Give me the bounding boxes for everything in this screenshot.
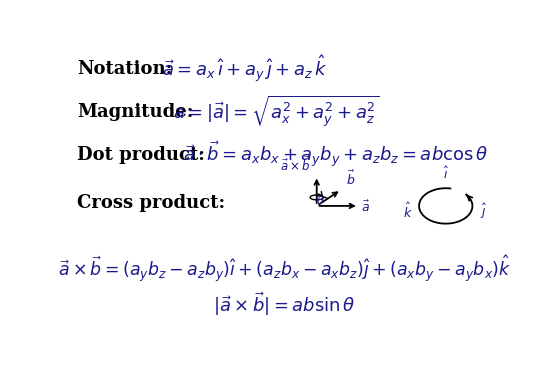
Text: $\vec{a}\cdot\vec{b} = a_x b_x + a_y b_y + a_z b_z = ab\cos\theta$: $\vec{a}\cdot\vec{b} = a_x b_x + a_y b_y… xyxy=(183,139,489,170)
Text: $\hat{\imath}$: $\hat{\imath}$ xyxy=(443,166,448,182)
Text: $\vec{a} = a_x\,\hat{\imath} + a_y\,\hat{\jmath} + a_z\,\hat{k}$: $\vec{a} = a_x\,\hat{\imath} + a_y\,\hat… xyxy=(162,53,327,84)
Text: $\vec{a} \times \vec{b}$: $\vec{a} \times \vec{b}$ xyxy=(280,156,311,174)
Text: $\theta$: $\theta$ xyxy=(316,194,325,206)
Text: $a = |\vec{a}| = \sqrt{a_x^2 + a_y^2 + a_z^2}$: $a = |\vec{a}| = \sqrt{a_x^2 + a_y^2 + a… xyxy=(173,94,379,129)
Text: Dot product:: Dot product: xyxy=(77,145,205,164)
Text: Notation:: Notation: xyxy=(77,60,173,78)
Text: Magnitude:: Magnitude: xyxy=(77,103,194,121)
Text: Cross product:: Cross product: xyxy=(77,194,225,212)
Text: $\vec{b}$: $\vec{b}$ xyxy=(346,170,356,188)
Text: $\vec{a}$: $\vec{a}$ xyxy=(361,200,371,215)
Text: $\hat{k}$: $\hat{k}$ xyxy=(403,202,412,221)
Text: $|\vec{a}\times\vec{b}| = ab\sin\theta$: $|\vec{a}\times\vec{b}| = ab\sin\theta$ xyxy=(213,290,356,318)
Text: $\hat{\jmath}$: $\hat{\jmath}$ xyxy=(480,202,487,221)
Text: $\vec{a}\times\vec{b} = (a_y b_z - a_z b_y)\hat{\imath} + (a_z b_x - a_x b_z)\ha: $\vec{a}\times\vec{b} = (a_y b_z - a_z b… xyxy=(58,253,511,284)
